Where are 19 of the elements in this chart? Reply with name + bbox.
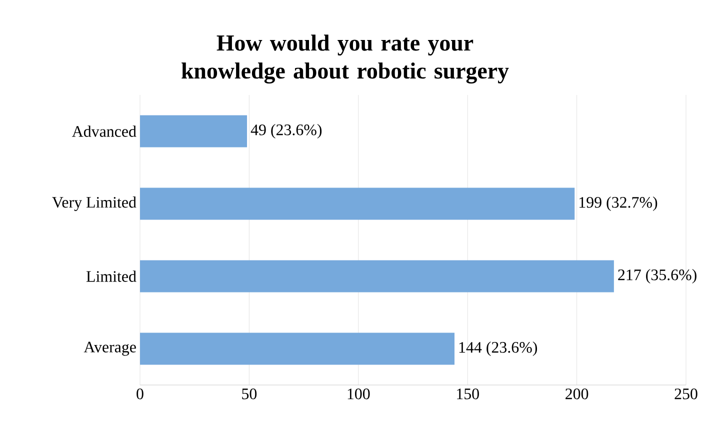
- x-tick-label: 150: [457, 388, 479, 400]
- data-label: 199 (32.7%): [580, 196, 658, 211]
- y-tick-label: Limited: [86, 270, 136, 282]
- x-tick-label: 100: [348, 388, 370, 400]
- bar: [140, 188, 575, 220]
- bar: [140, 332, 454, 365]
- y-tick-label: Average: [84, 342, 136, 356]
- x-tick-label: 250: [674, 388, 698, 400]
- data-label: 49 (23.6%): [250, 124, 322, 138]
- bar: [140, 115, 248, 148]
- data-label: 144 (23.6%): [459, 342, 538, 356]
- chart-title: How would you rate your knowledge about robotic surgery: [182, 34, 509, 84]
- y-tick-label: Very Limited: [52, 196, 136, 211]
- bar: [140, 260, 614, 292]
- x-tick-label: 50: [242, 388, 257, 400]
- y-tick-label: Advanced: [72, 126, 136, 137]
- x-tick-label: 200: [566, 388, 588, 400]
- x-tick-label: 0: [136, 388, 144, 400]
- data-label: 217 (35.6%): [618, 269, 696, 284]
